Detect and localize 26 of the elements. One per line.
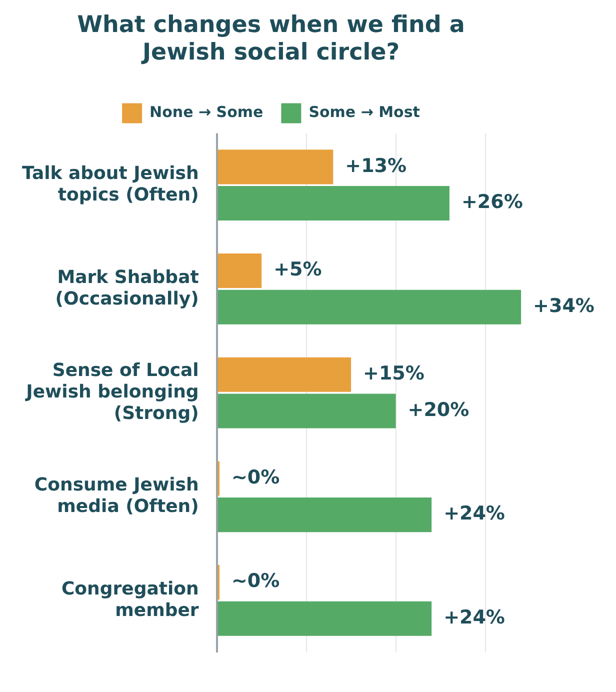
data-label: +34%	[533, 295, 594, 318]
data-label: +20%	[408, 398, 470, 421]
bar	[218, 290, 522, 324]
legend-label: None → Some	[150, 103, 264, 122]
data-label: +5%	[274, 258, 322, 281]
chart-title: What changes when we find a Jewish social circle?	[77, 12, 465, 66]
data-label: +15%	[363, 362, 424, 385]
y-tick-label: Talk about Jewish topics (Often)	[22, 162, 199, 206]
bar	[218, 394, 396, 428]
y-tick-label: Consume Jewish media (Often)	[34, 474, 199, 518]
bar	[218, 254, 262, 288]
bar	[218, 186, 450, 221]
data-label: +24%	[444, 502, 505, 525]
y-tick-label: Sense of Local Jewish belonging (Strong)	[24, 360, 199, 424]
legend-label: Some → Most	[308, 103, 420, 122]
data-label: ~0%	[232, 466, 280, 488]
y-tick-label: Congregation member	[61, 578, 199, 621]
y-tick-label: Mark Shabbat (Occasionally)	[55, 266, 200, 310]
bar	[218, 498, 432, 532]
data-label: +26%	[461, 191, 523, 214]
data-label: ~0%	[232, 570, 280, 592]
data-label: +13%	[345, 154, 407, 177]
bar	[218, 357, 352, 392]
bar	[218, 601, 432, 636]
data-label: +24%	[444, 606, 505, 629]
bar	[218, 150, 334, 184]
